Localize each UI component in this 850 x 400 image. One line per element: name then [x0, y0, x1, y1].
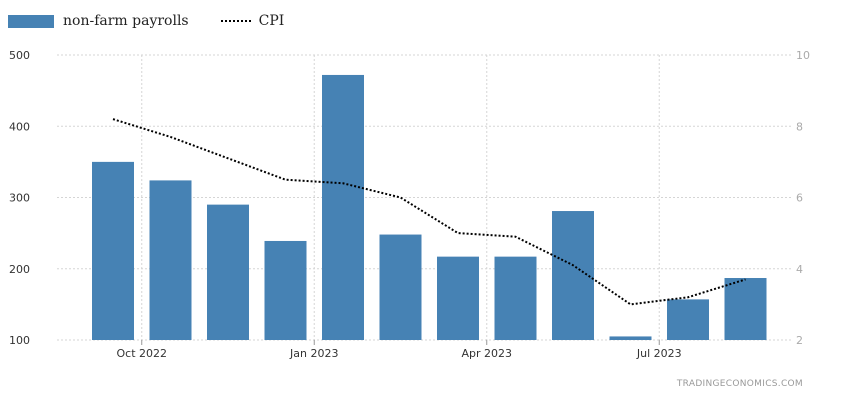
- y-left-tick-label: 500: [9, 49, 30, 62]
- bar: [207, 204, 249, 340]
- bar: [494, 256, 537, 340]
- y-left-tick-label: 300: [9, 192, 30, 205]
- legend-label-cpi: CPI: [258, 13, 285, 29]
- y-right-tick-label: 8: [796, 120, 803, 133]
- y-left-tick-label: 400: [9, 120, 30, 133]
- x-tick-label: Apr 2023: [461, 347, 512, 360]
- chart-legend: non-farm payrolls CPI: [8, 11, 316, 31]
- bar-series-payrolls: [92, 74, 767, 340]
- y-left-tick-label: 100: [9, 334, 30, 347]
- bar: [92, 161, 134, 340]
- x-tick-label: Jul 2023: [636, 347, 682, 360]
- cpi-line: [112, 118, 746, 306]
- y-right-tick-label: 6: [796, 192, 803, 205]
- y-axis-left: 500 400 300 200 100: [9, 49, 30, 347]
- bar: [437, 256, 479, 340]
- bar: [149, 180, 192, 340]
- legend-swatch-bar: [8, 14, 54, 28]
- y-right-tick-label: 4: [796, 263, 803, 276]
- y-axis-right: 10 8 6 4 2: [796, 49, 810, 347]
- legend-label-payrolls: non-farm payrolls: [63, 13, 189, 29]
- bar: [609, 336, 652, 340]
- bar: [552, 211, 594, 340]
- bar: [379, 234, 422, 340]
- line-series-cpi: [112, 118, 746, 306]
- legend-item-payrolls[interactable]: non-farm payrolls: [8, 13, 189, 29]
- legend-swatch-line: [220, 20, 251, 22]
- y-right-tick-label: 2: [796, 334, 803, 347]
- watermark-text: TRADINGECONOMICS.COM: [676, 379, 803, 389]
- y-right-tick-label: 10: [796, 49, 810, 62]
- bar: [724, 278, 767, 340]
- y-left-tick-label: 200: [9, 263, 30, 276]
- legend-item-cpi[interactable]: CPI: [220, 13, 285, 29]
- bar: [264, 240, 307, 340]
- x-tick-label: Oct 2022: [116, 347, 167, 360]
- bar: [667, 299, 709, 340]
- x-tick-label: Jan 2023: [289, 347, 338, 360]
- x-axis: Oct 2022 Jan 2023 Apr 2023 Jul 2023: [116, 340, 682, 360]
- bar: [322, 74, 364, 340]
